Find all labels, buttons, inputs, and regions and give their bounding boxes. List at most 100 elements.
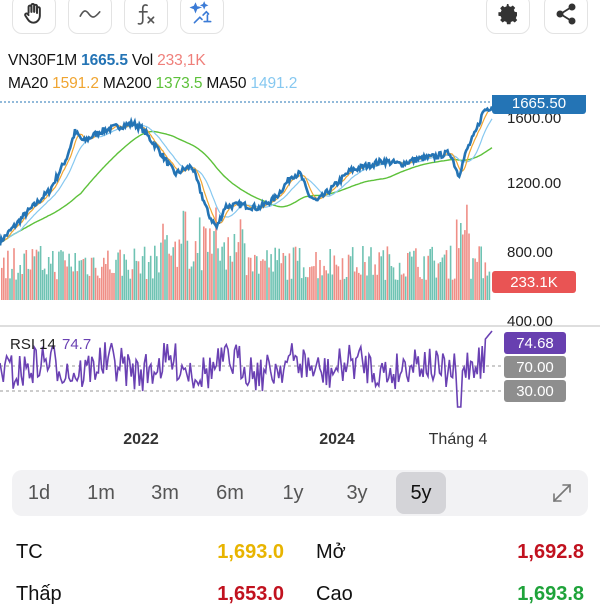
volume-bar bbox=[121, 275, 123, 300]
volume-bar bbox=[290, 278, 293, 300]
volume-bar bbox=[154, 245, 156, 300]
volume-bar bbox=[415, 248, 417, 300]
volume-bar bbox=[90, 257, 93, 300]
volume-bar bbox=[117, 252, 119, 300]
volume-bar bbox=[78, 260, 81, 300]
volume-bar bbox=[292, 247, 295, 300]
ma50-value: 1491.2 bbox=[250, 75, 298, 92]
volume-bar bbox=[219, 260, 221, 300]
y-tick-400: 400.00 bbox=[507, 313, 553, 330]
volume-bar bbox=[474, 258, 476, 300]
volume-bar bbox=[184, 211, 187, 300]
volume-bar bbox=[92, 257, 95, 300]
period-1m[interactable]: 1m bbox=[87, 482, 115, 504]
volume-bar bbox=[58, 251, 60, 300]
volume-bar bbox=[417, 266, 419, 300]
volume-bar bbox=[98, 278, 101, 300]
volume-bar bbox=[372, 274, 374, 300]
volume-bar bbox=[247, 257, 250, 300]
volume-bar bbox=[458, 248, 460, 300]
volume-bars bbox=[1, 204, 491, 300]
volume-bar bbox=[43, 268, 46, 300]
volume-bar bbox=[141, 256, 144, 300]
volume-bar bbox=[382, 250, 385, 300]
volume-bar bbox=[9, 278, 11, 300]
volume-bar bbox=[158, 272, 160, 300]
volume-bar bbox=[337, 266, 340, 300]
volume-bar bbox=[362, 246, 364, 300]
hand-tool-button[interactable] bbox=[12, 0, 56, 34]
period-1d[interactable]: 1d bbox=[27, 482, 51, 504]
volume-bar bbox=[237, 242, 240, 300]
volume-bar bbox=[119, 249, 121, 300]
volume-bar bbox=[341, 258, 344, 300]
period-5y[interactable]: 5y bbox=[396, 472, 446, 514]
period-6m[interactable]: 6m bbox=[216, 482, 244, 504]
volume-bar bbox=[266, 250, 268, 300]
volume-bar bbox=[127, 269, 130, 300]
y-tick-1600: 1600.00 bbox=[507, 110, 561, 127]
x-tick-2024: 2024 bbox=[319, 431, 355, 448]
volume-bar bbox=[190, 266, 193, 300]
share-button[interactable] bbox=[544, 0, 588, 34]
volume-bar bbox=[445, 250, 448, 300]
chart-toolbar bbox=[0, 0, 600, 38]
volume-bar bbox=[160, 242, 162, 300]
settings-button[interactable] bbox=[486, 0, 530, 34]
volume-bar bbox=[41, 270, 44, 300]
volume-bar bbox=[74, 253, 76, 300]
volume-bar bbox=[107, 250, 109, 300]
volume-bar bbox=[378, 252, 380, 300]
volume-bar bbox=[115, 259, 117, 300]
symbol-name: VN30F1M bbox=[8, 52, 78, 69]
function-button[interactable] bbox=[124, 0, 168, 34]
price-chart[interactable]: RSI 14 74.7 1600.00 1200.00 800.00 400.0… bbox=[0, 95, 600, 455]
volume-bar bbox=[241, 229, 244, 300]
volume-bar bbox=[258, 273, 260, 300]
volume-bar bbox=[302, 267, 305, 300]
vol-label: Vol bbox=[131, 52, 154, 69]
volume-bar bbox=[460, 223, 462, 300]
volume-bar bbox=[86, 274, 89, 300]
volume-bar bbox=[484, 262, 487, 300]
volume-bar bbox=[143, 246, 146, 300]
volume-bar bbox=[451, 279, 454, 300]
volume-bar bbox=[282, 253, 285, 300]
volume-bar bbox=[178, 239, 181, 300]
last-price: 1665.5 bbox=[81, 52, 128, 69]
volume-bar bbox=[229, 255, 232, 300]
low-value: 1,653.0 bbox=[217, 583, 284, 605]
volume-bar bbox=[374, 264, 376, 300]
volume-bar bbox=[188, 268, 191, 300]
volume-bar bbox=[325, 270, 327, 300]
volume-bar bbox=[156, 256, 158, 300]
volume-bar bbox=[256, 256, 258, 300]
volume-bar bbox=[464, 230, 466, 300]
volume-bar bbox=[327, 273, 329, 300]
volume-bar bbox=[111, 272, 113, 300]
period-3y[interactable]: 3y bbox=[346, 482, 368, 504]
volume-bar bbox=[296, 260, 299, 300]
symbol-info-line: VN30F1M 1665.5 Vol 233,1K bbox=[8, 52, 210, 70]
volume-bar bbox=[135, 260, 138, 300]
volume-bar bbox=[227, 237, 229, 300]
indicator-button[interactable] bbox=[68, 0, 112, 34]
volume-bar bbox=[260, 260, 262, 300]
expand-icon[interactable] bbox=[550, 481, 574, 505]
magic-wand-button[interactable] bbox=[180, 0, 224, 34]
volume-bar bbox=[488, 271, 491, 300]
volume-bar bbox=[480, 246, 482, 300]
volume-bar bbox=[482, 278, 484, 300]
volume-bar bbox=[413, 250, 415, 300]
period-3m[interactable]: 3m bbox=[151, 482, 179, 504]
volume-bar bbox=[274, 247, 276, 300]
volume-bar bbox=[80, 260, 83, 300]
volume-bar bbox=[376, 274, 378, 300]
volume-bar bbox=[109, 269, 111, 300]
volume-bar bbox=[147, 262, 150, 300]
volume-bar bbox=[486, 275, 489, 300]
period-1y[interactable]: 1y bbox=[282, 482, 304, 504]
volume-bar bbox=[276, 260, 278, 300]
volume-bar bbox=[333, 255, 336, 300]
volume-bar bbox=[103, 257, 105, 300]
